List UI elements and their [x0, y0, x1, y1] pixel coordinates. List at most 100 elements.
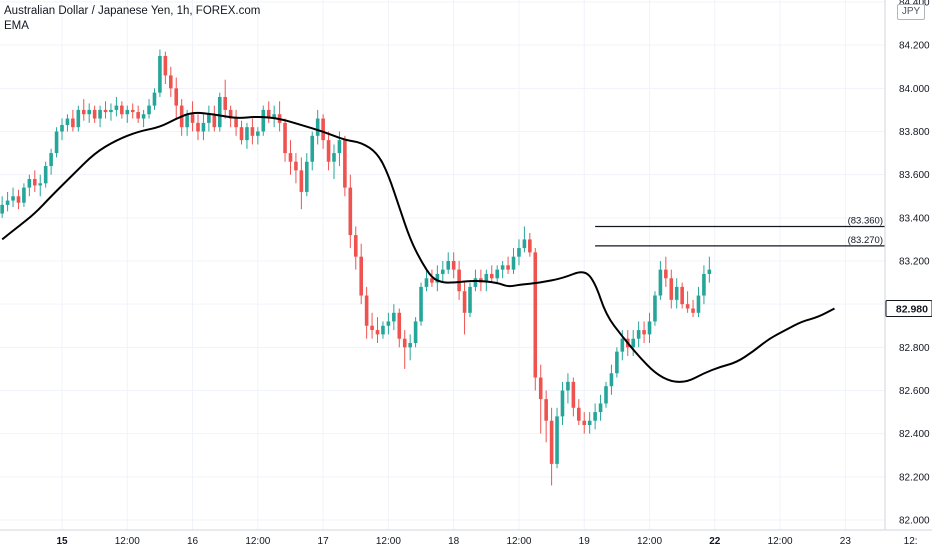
last-price-tag: 82.980 [885, 299, 932, 317]
candle-body [103, 109, 108, 113]
candle [544, 390, 548, 443]
candle-body [620, 338, 625, 352]
candle-body [305, 161, 309, 192]
candle-body [528, 239, 532, 253]
candle-body [43, 166, 48, 184]
candle [653, 291, 657, 326]
candle-body [272, 114, 276, 119]
candle-body [136, 112, 140, 119]
candle [114, 96, 119, 117]
candle [348, 174, 353, 249]
candle-body [33, 178, 37, 186]
candle-body [549, 420, 554, 464]
candle-body [538, 377, 543, 400]
candle [76, 105, 81, 132]
candle-body [310, 135, 315, 162]
candle-body [582, 420, 587, 426]
candle-body [234, 118, 238, 128]
candle-body [65, 118, 70, 126]
candle [647, 312, 652, 344]
candle-body [462, 291, 467, 313]
candle-body [484, 273, 489, 283]
candle [11, 187, 15, 208]
candle [120, 101, 124, 119]
x-tick-label: 23 [840, 536, 852, 547]
candle [245, 122, 249, 149]
candle [38, 174, 43, 197]
candle [234, 109, 238, 136]
candle-body [27, 178, 32, 188]
candle-body [38, 183, 43, 186]
candle [305, 153, 309, 197]
x-axis-ticks: 15 12:00 16 12:00 17 12:00 18 12:00 19 12:00 22 12:… [56, 536, 917, 547]
candle [103, 101, 108, 119]
candle [217, 92, 222, 132]
candle [207, 105, 211, 132]
candle-body [141, 114, 146, 119]
candle [250, 118, 255, 145]
candle [430, 269, 434, 287]
axes [0, 0, 932, 531]
y-tick-label: 83.200 [899, 257, 930, 268]
candle-body [337, 140, 342, 154]
candle-body [636, 330, 641, 339]
candle-body [196, 122, 200, 132]
candle [272, 105, 276, 128]
candle [163, 51, 168, 85]
candle [81, 99, 86, 121]
candle [212, 105, 217, 132]
candle [125, 105, 130, 123]
candle-body [653, 295, 657, 322]
candle-body [294, 161, 298, 171]
ema-path [1, 111, 835, 383]
x-tick-label: 18 [448, 536, 460, 547]
candle [310, 131, 315, 171]
candle [707, 256, 712, 283]
candle [680, 282, 684, 309]
candle [451, 252, 456, 279]
x-tick-label: 16 [187, 536, 199, 547]
candle [288, 140, 293, 175]
candle-body [696, 295, 701, 313]
currency-badge[interactable]: JPY [897, 4, 925, 20]
candle-body [386, 321, 391, 326]
candle-body [250, 127, 255, 136]
candle-body [511, 256, 516, 270]
candle [669, 269, 674, 309]
indicator-label: EMA [4, 20, 29, 32]
candle-body [566, 381, 570, 391]
candle-body [147, 105, 151, 115]
candle [522, 226, 527, 253]
candle-body [593, 412, 597, 421]
candle [136, 105, 140, 123]
candle-body [522, 239, 527, 249]
candle-body [598, 403, 603, 413]
candle-body [707, 269, 712, 274]
candle-body [457, 269, 461, 292]
candle-body [261, 109, 266, 132]
candle-body [71, 118, 75, 128]
candle [533, 248, 538, 391]
candle [566, 373, 570, 404]
candle [538, 364, 543, 434]
y-tick-label: 84.200 [899, 41, 930, 52]
candle-body [560, 390, 565, 417]
ema-line [1, 111, 835, 383]
candle [294, 153, 298, 184]
candle-body [381, 325, 385, 335]
candle [408, 334, 412, 361]
candle [16, 189, 21, 210]
candle-body [87, 109, 91, 115]
candle-body [125, 109, 130, 115]
candle [658, 261, 663, 300]
y-tick-label: 82.400 [899, 429, 930, 440]
candle [457, 261, 461, 300]
candle-body [81, 109, 86, 115]
candle-body [223, 96, 227, 110]
candle-body [76, 109, 81, 128]
candle [555, 407, 559, 469]
candle [43, 161, 48, 188]
candle [702, 265, 706, 305]
candle-body [152, 92, 157, 106]
